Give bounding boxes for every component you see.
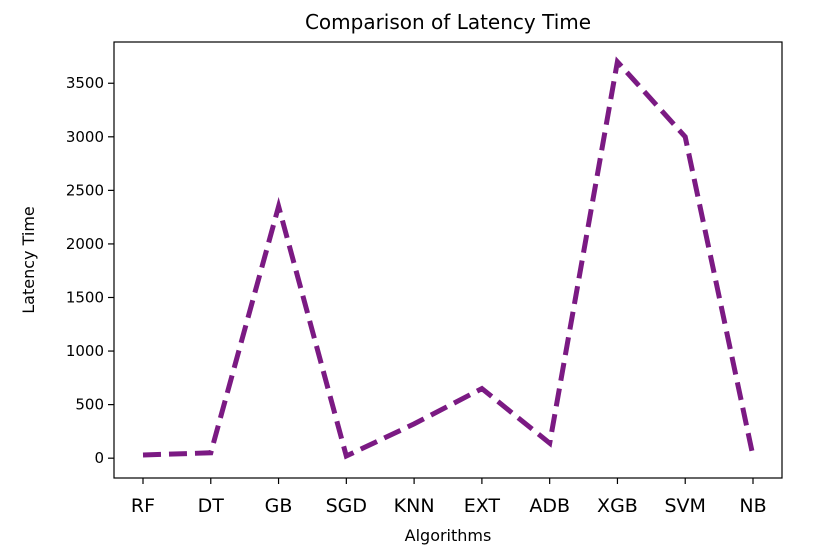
chart-title: Comparison of Latency Time (305, 10, 591, 34)
plot-area-frame (113, 41, 783, 479)
x-tick-label: KNN (394, 495, 435, 517)
x-tick-label: GB (265, 495, 293, 517)
x-tick-label: EXT (464, 495, 501, 517)
x-axis-title: Algorithms (405, 526, 492, 545)
series-group (142, 56, 756, 460)
x-tick-label: XGB (597, 495, 638, 517)
y-tick-label: 500 (75, 396, 104, 414)
y-tick-label: 3500 (66, 74, 104, 92)
series-line (142, 56, 756, 460)
y-tick-label: 1000 (66, 342, 104, 360)
y-tick-label: 2500 (66, 181, 104, 199)
x-tick-label: DT (198, 495, 225, 517)
x-tick-label: ADB (529, 495, 570, 517)
y-tick-label: 2000 (66, 235, 104, 253)
x-tick-label: SGD (326, 495, 367, 517)
x-tick-label: NB (739, 495, 766, 517)
y-tick-label: 3000 (66, 128, 104, 146)
y-axis-title: Latency Time (19, 206, 38, 313)
x-tick-label: SVM (664, 495, 705, 517)
y-tick-label: 0 (94, 449, 104, 467)
y-axis: 0 500 1000 1500 2000 2500 3000 3500 (66, 74, 114, 467)
x-tick-label: RF (131, 495, 155, 517)
x-axis: RF DT GB SGD KNN EXT ADB XGB SVM NB (131, 478, 767, 517)
y-tick-label: 1500 (66, 288, 104, 306)
